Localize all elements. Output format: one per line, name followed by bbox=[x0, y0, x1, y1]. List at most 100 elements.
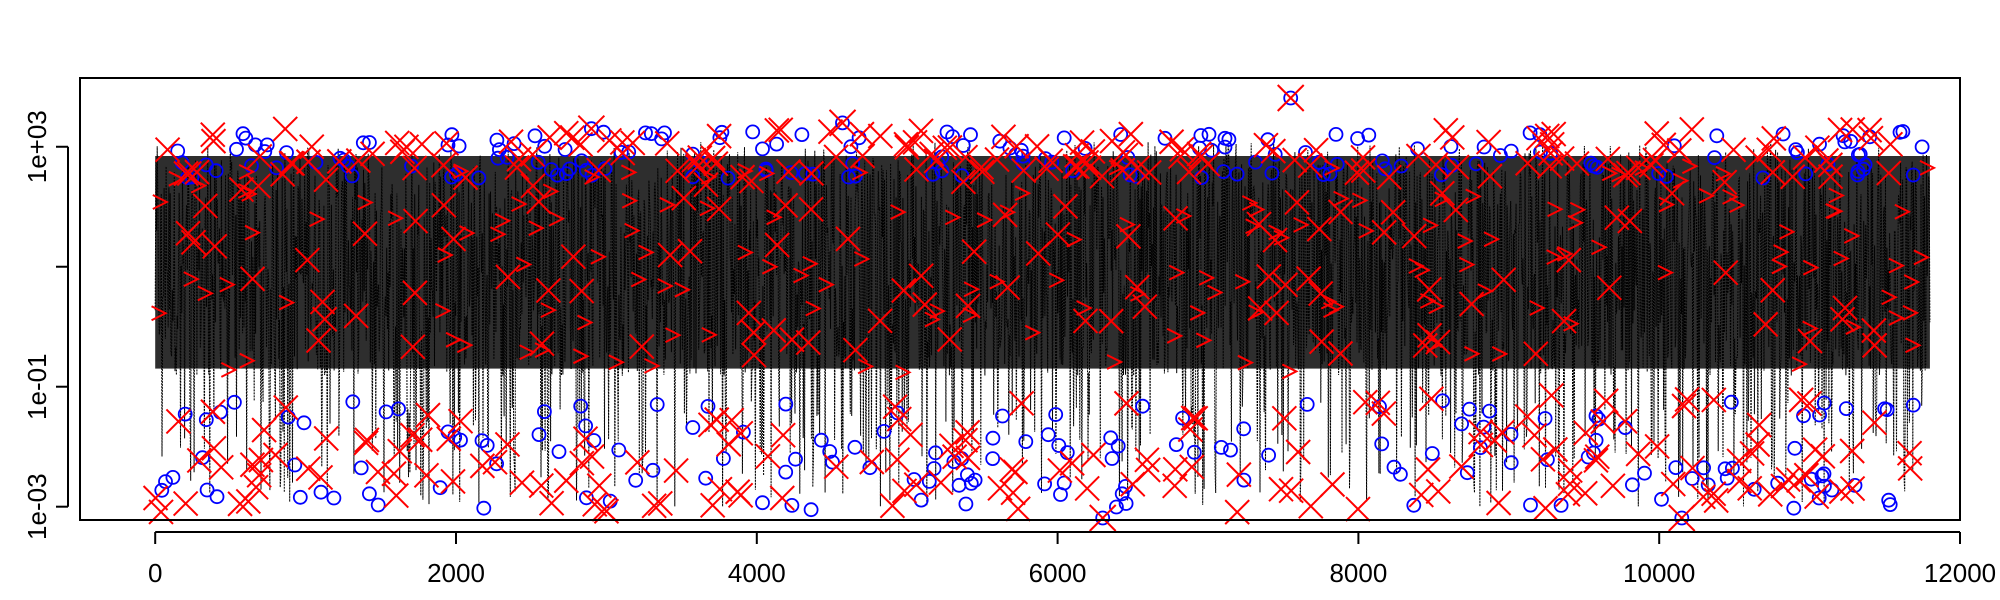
data-point-circle bbox=[557, 142, 573, 157]
data-point-chevron bbox=[1833, 250, 1850, 267]
data-point-circle bbox=[716, 451, 731, 466]
data-point-cross bbox=[165, 408, 192, 435]
data-point-circle bbox=[778, 396, 794, 412]
data-point-cross bbox=[1551, 308, 1577, 334]
data-point-chevron bbox=[699, 200, 717, 217]
data-point-chevron bbox=[278, 294, 296, 311]
data-point-cross bbox=[1365, 390, 1391, 416]
data-point-cross bbox=[798, 196, 824, 223]
data-point-cross bbox=[1666, 137, 1692, 164]
data-point-cross bbox=[1118, 121, 1144, 147]
data-point-circle bbox=[926, 461, 942, 476]
data-point-cross bbox=[1482, 427, 1508, 454]
data-point-chevron bbox=[1245, 218, 1262, 235]
data-point-circle bbox=[1482, 403, 1497, 419]
data-point-chevron bbox=[1195, 332, 1213, 349]
x-tick-label: 8000 bbox=[1329, 558, 1387, 588]
highlighted-point-circle-0 bbox=[1283, 90, 1299, 106]
data-point-circle bbox=[489, 456, 505, 472]
data-point-circle bbox=[649, 397, 665, 412]
data-point-cross bbox=[400, 334, 426, 360]
data-point-cross bbox=[1024, 133, 1050, 160]
data-point-chevron bbox=[528, 220, 545, 237]
data-point-cross bbox=[506, 146, 532, 172]
data-point-chevron bbox=[657, 278, 674, 294]
data-point-circle bbox=[1905, 167, 1921, 183]
data-point-cross bbox=[1468, 432, 1494, 458]
data-point-cross bbox=[719, 407, 745, 433]
data-point-chevron bbox=[1358, 222, 1375, 239]
data-point-circle bbox=[1104, 451, 1120, 466]
data-point-chevron bbox=[1771, 258, 1789, 275]
data-point-cross bbox=[990, 124, 1017, 150]
data-point-cross bbox=[952, 144, 979, 170]
data-point-circle bbox=[992, 133, 1008, 149]
data-point-cross bbox=[1600, 473, 1626, 499]
data-point-circle bbox=[453, 432, 468, 448]
data-point-cross bbox=[1448, 453, 1475, 480]
data-point-circle bbox=[474, 433, 490, 449]
data-point-cross bbox=[1158, 129, 1185, 155]
data-point-cross bbox=[1408, 482, 1434, 508]
data-point-cross bbox=[452, 164, 479, 191]
data-point-circle bbox=[700, 398, 716, 414]
data-point-circle bbox=[332, 150, 348, 166]
data-point-cross bbox=[779, 326, 805, 353]
data-point-cross bbox=[1813, 147, 1840, 174]
data-point-cross bbox=[740, 319, 767, 346]
data-point-circle bbox=[1476, 139, 1492, 155]
data-point-cross bbox=[401, 155, 428, 181]
data-point-cross bbox=[769, 485, 795, 511]
data-point-circle bbox=[1755, 170, 1771, 186]
data-point-cross bbox=[1793, 462, 1820, 488]
data-point-cross bbox=[1703, 487, 1729, 514]
data-point-cross bbox=[305, 327, 332, 354]
data-point-cross bbox=[770, 422, 796, 448]
data-point-circle bbox=[1787, 440, 1803, 456]
data-point-chevron bbox=[989, 273, 1006, 290]
data-point-circle bbox=[1109, 499, 1124, 515]
data-point-circle bbox=[803, 502, 819, 518]
data-point-cross bbox=[1671, 393, 1697, 419]
data-point-cross bbox=[1739, 440, 1765, 467]
y-tick-label: 1e-01 bbox=[22, 353, 52, 420]
data-point-circle bbox=[628, 472, 644, 488]
data-point-cross bbox=[1113, 390, 1140, 417]
data-point-cross bbox=[415, 402, 441, 428]
data-point-chevron bbox=[976, 212, 994, 228]
data-point-circle bbox=[296, 415, 312, 431]
data-point-chevron bbox=[638, 244, 655, 261]
data-point-cross bbox=[1536, 153, 1563, 180]
data-point-chevron bbox=[1434, 191, 1451, 208]
data-point-circle bbox=[1193, 128, 1209, 143]
data-point-circle bbox=[378, 404, 394, 420]
data-point-cross bbox=[882, 393, 908, 420]
data-point-cross bbox=[1876, 160, 1902, 186]
data-point-cross bbox=[1000, 480, 1026, 506]
data-point-cross bbox=[352, 220, 378, 247]
data-point-cross bbox=[1033, 155, 1060, 182]
data-point-cross bbox=[859, 449, 885, 475]
data-point-cross bbox=[294, 247, 321, 273]
data-point-circle bbox=[1186, 444, 1202, 460]
data-point-circle bbox=[527, 128, 543, 144]
data-point-chevron bbox=[511, 196, 528, 212]
data-point-cross bbox=[1726, 448, 1752, 474]
data-point-chevron bbox=[1419, 292, 1437, 309]
data-point-cross bbox=[313, 167, 339, 193]
data-point-chevron bbox=[572, 348, 590, 365]
data-point-circle bbox=[1651, 166, 1667, 181]
data-point-circle bbox=[1122, 167, 1138, 183]
data-point-cross bbox=[663, 457, 689, 484]
data-point-cross bbox=[553, 467, 579, 494]
data-point-circle bbox=[794, 127, 810, 143]
data-point-circle bbox=[784, 497, 800, 513]
data-point-cross bbox=[1803, 483, 1830, 510]
data-point-chevron bbox=[853, 251, 871, 267]
data-point-circle bbox=[963, 127, 978, 143]
data-point-cross bbox=[1429, 180, 1456, 206]
data-point-circle bbox=[530, 154, 546, 170]
data-point-cross bbox=[402, 208, 429, 234]
data-point-circle bbox=[1217, 139, 1233, 155]
data-point-chevron bbox=[168, 170, 186, 187]
